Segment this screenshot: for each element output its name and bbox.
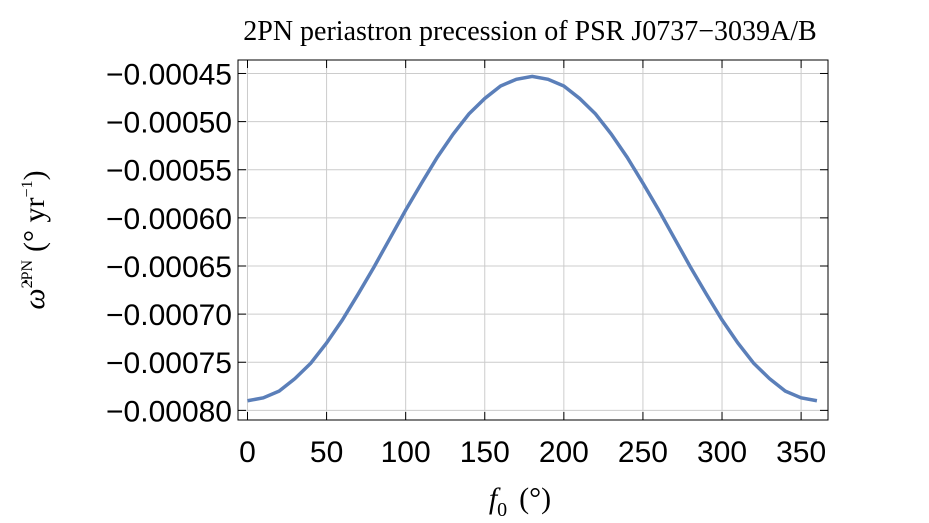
chart-title: 2PN periastron precession of PSR J0737−3…	[243, 16, 816, 47]
y-tick-label: −0.00050	[106, 107, 232, 140]
x-label-unit: (°)	[519, 482, 551, 515]
x-tick-label: 50	[310, 436, 343, 469]
y-tick-label: −0.00080	[106, 395, 232, 428]
y-tick-label: −0.00045	[106, 58, 232, 91]
y-label-close: )	[18, 170, 51, 180]
y-label-unit-sup: −1	[19, 180, 36, 197]
x-tick-label: 200	[539, 436, 589, 469]
plot-frame	[237, 59, 829, 421]
y-axis-label: ω̇2PN(° yr−1)	[18, 170, 51, 309]
x-label-sub: 0	[497, 499, 507, 521]
y-label-sup: 2PN	[19, 259, 36, 288]
y-label-unit: (° yr	[18, 197, 51, 251]
y-tick-label: −0.00060	[106, 203, 232, 236]
x-tick-label: 300	[697, 436, 747, 469]
y-tick-label: −0.00055	[106, 155, 232, 188]
y-tick-label: −0.00065	[106, 251, 232, 284]
x-tick-label: 100	[381, 436, 431, 469]
x-tick-label: 350	[776, 436, 826, 469]
data-line	[247, 74, 818, 403]
x-tick-label: 150	[460, 436, 510, 469]
y-tick-label: −0.00075	[106, 347, 232, 380]
y-tick-label: −0.00070	[106, 299, 232, 332]
x-tick-label: 0	[239, 436, 256, 469]
x-axis-label: f0 (°)	[489, 482, 551, 521]
x-tick-label: 250	[618, 436, 668, 469]
